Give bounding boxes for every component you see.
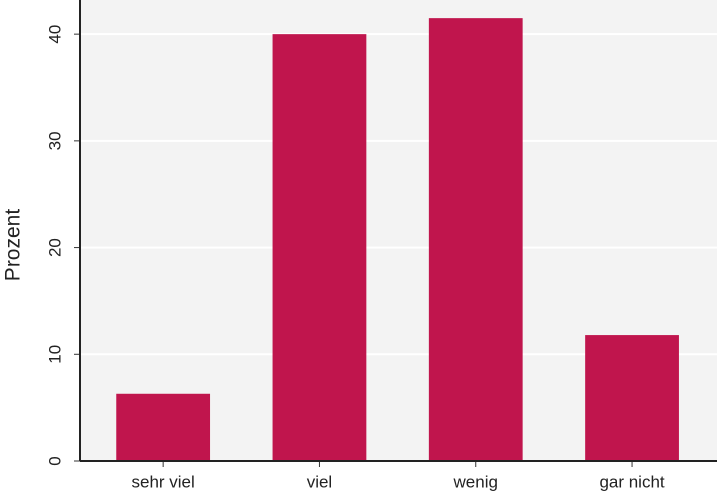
y-tick-label: 10: [45, 345, 64, 364]
y-tick-label: 20: [45, 238, 64, 257]
x-tick-label: sehr viel: [131, 472, 194, 491]
x-tick-label: viel: [307, 472, 333, 491]
bar: [585, 335, 679, 461]
y-axis-title: Prozent: [2, 209, 25, 282]
bar: [116, 393, 211, 461]
y-tick-label: 40: [45, 25, 64, 44]
bar: [428, 18, 523, 461]
y-tick-label: 0: [45, 456, 64, 465]
bar: [272, 34, 367, 462]
y-tick-label: 30: [45, 131, 64, 150]
x-tick-label: wenig: [453, 472, 498, 491]
x-tick-label: gar nicht: [599, 472, 664, 491]
